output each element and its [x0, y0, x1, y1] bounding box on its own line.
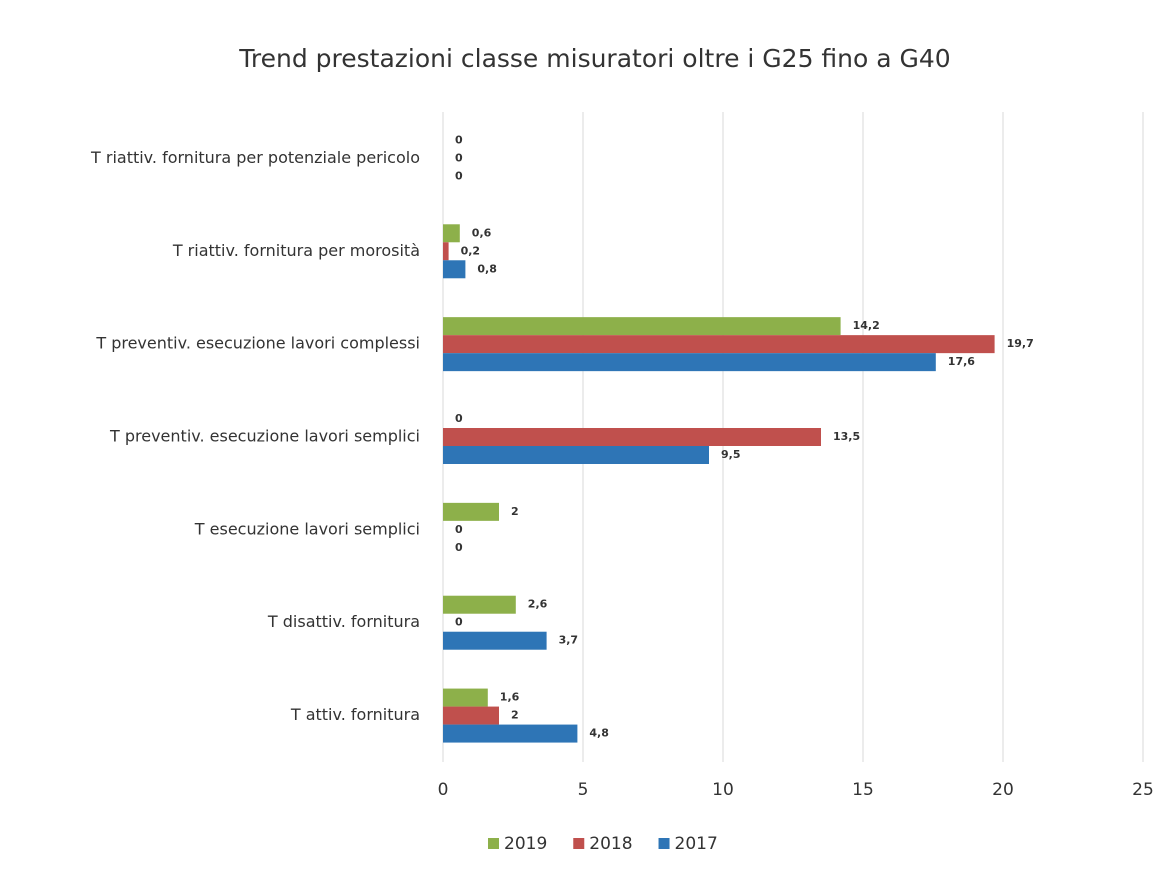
y-tick-label: T disattiv. fornitura [267, 612, 420, 631]
bar [443, 595, 516, 614]
data-label: 2 [511, 505, 519, 518]
data-label: 0,6 [472, 226, 492, 239]
y-tick-label: T attiv. fornitura [290, 705, 420, 724]
y-tick-label: T preventiv. esecuzione lavori complessi [95, 334, 420, 353]
data-label: 13,5 [833, 430, 860, 443]
data-label: 17,6 [948, 355, 975, 368]
data-label: 0 [455, 523, 463, 536]
bar [443, 724, 578, 743]
y-tick-label: T riattiv. fornitura per morosità [172, 241, 420, 260]
data-label: 4,8 [589, 727, 609, 740]
data-label: 14,2 [853, 319, 880, 332]
bar [443, 502, 499, 521]
legend-label: 2018 [589, 834, 632, 854]
y-tick-label: T preventiv. esecuzione lavori semplici [109, 427, 420, 446]
bar [443, 224, 460, 243]
data-label: 0 [455, 133, 463, 146]
x-tick-label: 5 [578, 780, 589, 800]
chart-title: Trend prestazioni classe misuratori oltr… [238, 44, 950, 73]
x-tick-label: 10 [712, 780, 734, 800]
bar [443, 335, 995, 354]
data-label: 1,6 [500, 691, 520, 704]
data-label: 0 [455, 412, 463, 425]
x-tick-label: 25 [1132, 780, 1154, 800]
data-label: 0 [455, 151, 463, 164]
data-label: 0 [455, 541, 463, 554]
legend-label: 2017 [675, 834, 718, 854]
y-tick-label: T riattiv. fornitura per potenziale peri… [90, 148, 420, 167]
data-label: 3,7 [559, 634, 579, 647]
data-label: 2 [511, 709, 519, 722]
legend-label: 2019 [504, 834, 547, 854]
data-label: 0,2 [461, 244, 481, 257]
bar [443, 353, 936, 372]
x-tick-label: 0 [438, 780, 449, 800]
y-tick-label: T esecuzione lavori semplici [194, 519, 420, 538]
data-label: 0 [455, 616, 463, 629]
legend-swatch [573, 838, 585, 849]
bar [443, 706, 499, 725]
bar [443, 446, 709, 464]
data-label: 9,5 [721, 448, 741, 461]
data-label: 19,7 [1007, 337, 1034, 350]
bar [443, 428, 821, 446]
x-tick-label: 20 [992, 780, 1014, 800]
legend-swatch [488, 838, 499, 849]
bar [443, 317, 841, 336]
data-label: 0 [455, 169, 463, 182]
bar [443, 688, 488, 707]
legend-swatch [658, 838, 670, 849]
bar [443, 242, 449, 261]
bar [443, 260, 466, 279]
data-label: 2,6 [528, 598, 548, 611]
data-label: 0,8 [477, 262, 497, 275]
bar [443, 631, 547, 650]
x-tick-label: 15 [852, 780, 874, 800]
